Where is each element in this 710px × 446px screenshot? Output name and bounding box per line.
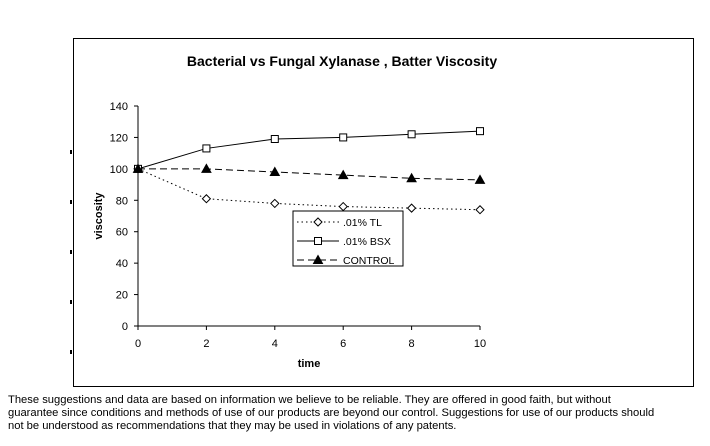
data-point (475, 205, 485, 215)
legend-label: .01% TL (343, 217, 382, 229)
data-point (406, 172, 417, 183)
margin-mark (70, 200, 72, 204)
chart-svg: Bacterial vs Fungal Xylanase , Batter Vi… (93, 53, 497, 370)
margin-mark (70, 350, 72, 354)
margin-mark (70, 150, 72, 154)
data-point (201, 194, 212, 204)
data-point (132, 163, 144, 173)
data-point (270, 135, 279, 143)
data-point (201, 163, 212, 173)
data-point (474, 174, 486, 184)
disclaimer-line: not be understood as recommendations tha… (8, 420, 457, 432)
margin-mark (70, 250, 72, 254)
legend-label: CONTROL (343, 255, 394, 267)
data-point (202, 144, 211, 153)
x-tick-label: 6 (340, 338, 346, 350)
x-tick-label: 8 (409, 338, 415, 350)
data-point (269, 166, 281, 176)
data-point (476, 127, 484, 136)
legend-marker (314, 237, 322, 245)
y-tick-label: 0 (122, 321, 128, 333)
y-tick-label: 80 (116, 195, 128, 207)
y-tick-label: 20 (116, 290, 128, 302)
legend-label: .01% BSX (343, 236, 391, 248)
disclaimer-text: These suggestions and data are based on … (8, 394, 704, 433)
data-point (270, 198, 280, 209)
chart-title: Bacterial vs Fungal Xylanase , Batter Vi… (187, 53, 497, 69)
x-tick-label: 4 (272, 338, 278, 350)
y-tick-label: 100 (110, 164, 128, 176)
y-tick-label: 40 (116, 258, 128, 270)
data-point (339, 133, 348, 142)
data-point (407, 130, 416, 139)
chart-frame: Bacterial vs Fungal Xylanase , Batter Vi… (73, 38, 694, 387)
data-point (338, 201, 348, 212)
data-point (337, 169, 349, 180)
series-line-0 (137, 168, 481, 211)
data-point (406, 203, 417, 213)
y-tick-label: 120 (110, 132, 128, 144)
x-axis-label: time (298, 358, 321, 370)
x-tick-label: 0 (135, 338, 141, 350)
y-tick-label: 140 (110, 101, 128, 113)
x-tick-label: 10 (474, 338, 486, 350)
margin-mark (70, 300, 72, 304)
disclaimer-line: guarantee since conditions and methods o… (8, 407, 655, 419)
series-line-2 (138, 168, 481, 181)
y-axis-label: viscosity (93, 192, 105, 240)
legend-box (292, 210, 404, 267)
series-line-1 (137, 130, 481, 170)
y-tick-label: 60 (116, 227, 128, 239)
legend-marker (313, 217, 323, 227)
x-tick-label: 2 (203, 338, 209, 350)
legend-marker (312, 254, 324, 264)
disclaimer-line: These suggestions and data are based on … (8, 394, 611, 406)
